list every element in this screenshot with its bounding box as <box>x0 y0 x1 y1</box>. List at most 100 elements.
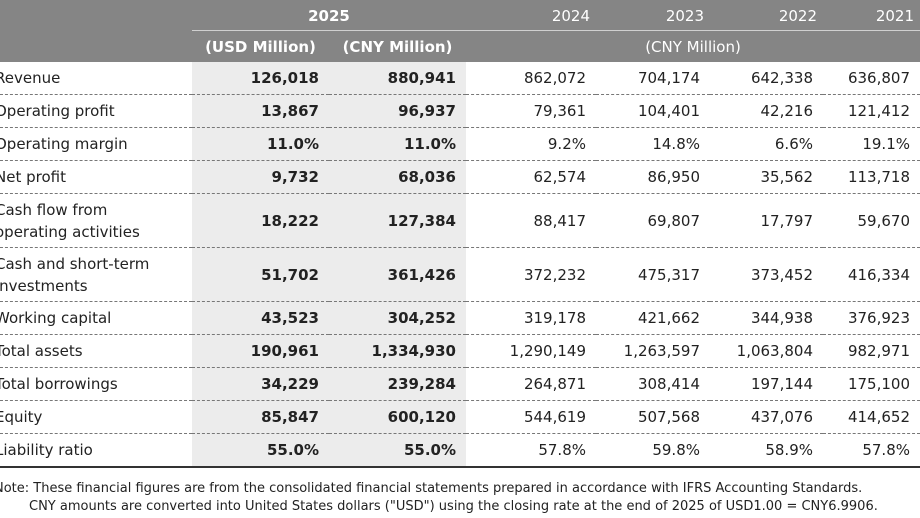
cell-value: 361,426 <box>329 247 466 302</box>
cell-value: 126,018 <box>192 62 329 95</box>
cell-value: 1,334,930 <box>329 334 466 368</box>
cell-value: 1,290,149 <box>466 334 596 368</box>
unit-header: (CNY Million) <box>329 31 466 62</box>
cell-value: 1,063,804 <box>710 334 823 368</box>
cell-value: 11.0% <box>329 127 466 161</box>
cell-value: 68,036 <box>329 160 466 194</box>
cell-value: 57.8% <box>823 433 920 468</box>
cell-value: 14.8% <box>596 127 710 161</box>
cell-value: 642,338 <box>710 62 823 95</box>
row-label: Liability ratio <box>0 433 192 468</box>
cell-value: 880,941 <box>329 62 466 95</box>
cell-value: 636,807 <box>823 62 920 95</box>
cell-value: 9.2% <box>466 127 596 161</box>
row-label: Cash flow from operating activities <box>0 193 192 248</box>
cell-value: 239,284 <box>329 367 466 401</box>
table-row: Revenue 126,018 880,941 862,072 704,174 642,3… <box>0 62 920 95</box>
cell-value: 414,652 <box>823 400 920 434</box>
cell-value: 304,252 <box>329 301 466 335</box>
cell-value: 175,100 <box>823 367 920 401</box>
year-header: 2024 <box>466 0 596 31</box>
cell-value: 42,216 <box>710 94 823 128</box>
cell-value: 197,144 <box>710 367 823 401</box>
table-row: Total borrowings 34,229 239,284 264,871 308,… <box>0 367 920 401</box>
table-body: Revenue 126,018 880,941 862,072 704,174 642,3… <box>0 62 920 468</box>
row-label: Revenue <box>0 62 192 95</box>
table-row: Cash and short-term investments 51,702 361… <box>0 247 920 302</box>
cell-value: 416,334 <box>823 247 920 302</box>
cell-value: 85,847 <box>192 400 329 434</box>
note: Note: These financial figures are from t… <box>0 481 863 496</box>
cell-value: 127,384 <box>329 193 466 248</box>
table-header: 2025 2024 2023 2022 2021 (USD Million) (… <box>0 0 920 62</box>
note: CNY amounts are converted into United St… <box>29 499 878 514</box>
table-row: Operating margin 11.0% 11.0% 9.2% 14.8% 6.6% 1… <box>0 127 920 161</box>
row-label: Total assets <box>0 334 192 368</box>
row-label: Net profit <box>0 160 192 194</box>
cell-value: 88,417 <box>466 193 596 248</box>
cell-value: 51,702 <box>192 247 329 302</box>
cell-value: 704,174 <box>596 62 710 95</box>
cell-value: 862,072 <box>466 62 596 95</box>
cell-value: 13,867 <box>192 94 329 128</box>
unit-row: (USD Million) (CNY Million) (CNY Million… <box>0 31 920 62</box>
table-row: Operating profit 13,867 96,937 79,361 104,40… <box>0 94 920 128</box>
cell-value: 43,523 <box>192 301 329 335</box>
empty-header <box>0 0 192 31</box>
cell-value: 86,950 <box>596 160 710 194</box>
cell-value: 544,619 <box>466 400 596 434</box>
cell-value: 19.1% <box>823 127 920 161</box>
empty-header <box>0 31 192 62</box>
row-label: Operating margin <box>0 127 192 161</box>
cell-value: 113,718 <box>823 160 920 194</box>
cell-value: 308,414 <box>596 367 710 401</box>
cell-value: 34,229 <box>192 367 329 401</box>
cell-value: 104,401 <box>596 94 710 128</box>
year-header: 2022 <box>710 0 823 31</box>
year-header: 2023 <box>596 0 710 31</box>
cell-value: 9,732 <box>192 160 329 194</box>
cell-value: 372,232 <box>466 247 596 302</box>
cell-value: 55.0% <box>192 433 329 468</box>
cell-value: 6.6% <box>710 127 823 161</box>
table-row: Equity85,847600,120544,619507,568437,076… <box>0 400 920 434</box>
cell-value: 437,076 <box>710 400 823 434</box>
cell-value: 319,178 <box>466 301 596 335</box>
cell-value: 373,452 <box>710 247 823 302</box>
cell-value: 59,670 <box>823 193 920 248</box>
cell-value: 59.8% <box>596 433 710 468</box>
row-label: Cash and short-term investments <box>0 247 192 302</box>
table-row: Net profit 9,732 68,036 62,574 86,950 35,562 1… <box>0 160 920 194</box>
cell-value: 1,263,597 <box>596 334 710 368</box>
header-row: 2025 2024 2023 2022 2021 <box>0 0 920 31</box>
cell-value: 264,871 <box>466 367 596 401</box>
cell-value: 79,361 <box>466 94 596 128</box>
row-label: Working capital <box>0 301 192 335</box>
cell-value: 121,412 <box>823 94 920 128</box>
cell-value: 55.0% <box>329 433 466 468</box>
cell-value: 17,797 <box>710 193 823 248</box>
year-header: 2025 <box>192 0 466 31</box>
table-row: Total assets 190,961 1,334,930 1,290,149 1,2… <box>0 334 920 368</box>
cell-value: 600,120 <box>329 400 466 434</box>
cell-value: 62,574 <box>466 160 596 194</box>
financial-table: 2025 2024 2023 2022 2021 (USD Million) (… <box>0 0 920 468</box>
row-label: Equity <box>0 400 192 434</box>
cell-value: 982,971 <box>823 334 920 368</box>
table-row: Working capital 43,523 304,252 319,178 421,6… <box>0 301 920 335</box>
cell-value: 421,662 <box>596 301 710 335</box>
cell-value: 507,568 <box>596 400 710 434</box>
cell-value: 58.9% <box>710 433 823 468</box>
cell-value: 35,562 <box>710 160 823 194</box>
cell-value: 475,317 <box>596 247 710 302</box>
cell-value: 376,923 <box>823 301 920 335</box>
row-label: Operating profit <box>0 94 192 128</box>
cell-value: 96,937 <box>329 94 466 128</box>
cell-value: 18,222 <box>192 193 329 248</box>
unit-header: (USD Million) <box>192 31 329 62</box>
cell-value: 190,961 <box>192 334 329 368</box>
cell-value: 11.0% <box>192 127 329 161</box>
table-row: Liability ratio 55.0% 55.0% 57.8% 59.8% 58.9%… <box>0 433 920 468</box>
unit-header: (CNY Million) <box>466 31 920 62</box>
